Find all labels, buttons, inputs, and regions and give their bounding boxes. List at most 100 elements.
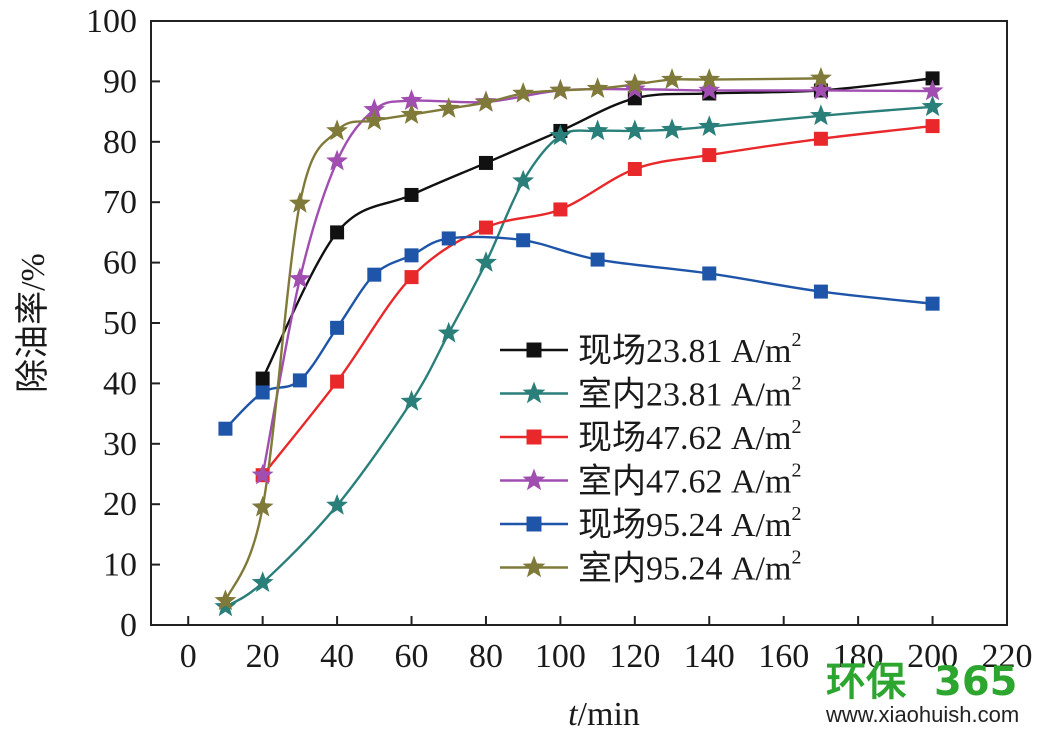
legend-label-4: 现场95.24 A/m2 bbox=[578, 503, 801, 544]
data-point-1-0 bbox=[214, 595, 237, 617]
data-point-3-9 bbox=[810, 79, 832, 100]
data-point-4-4 bbox=[367, 267, 382, 282]
data-point-4-8 bbox=[590, 252, 605, 267]
y-tick-label: 40 bbox=[103, 365, 137, 402]
data-point-0-3 bbox=[478, 155, 493, 170]
data-point-5-4 bbox=[363, 109, 386, 130]
data-point-3-0 bbox=[251, 463, 274, 485]
data-point-2-7 bbox=[813, 131, 828, 146]
y-tick-label: 80 bbox=[103, 124, 137, 161]
y-tick-label: 0 bbox=[120, 607, 137, 644]
data-point-3-1 bbox=[288, 267, 311, 289]
data-point-2-1 bbox=[330, 374, 345, 389]
legend-label-0: 现场23.81 A/m2 bbox=[578, 329, 801, 370]
data-point-4-10 bbox=[813, 284, 828, 299]
legend-marker-0 bbox=[526, 342, 542, 358]
watermark: 环保 365 www.xiaohuish.com bbox=[825, 659, 1019, 727]
data-point-4-6 bbox=[441, 231, 456, 246]
data-point-5-8 bbox=[512, 82, 535, 103]
data-point-1-13 bbox=[921, 95, 944, 117]
data-point-1-4 bbox=[437, 321, 460, 343]
legend-label-sup-4: 2 bbox=[791, 503, 801, 525]
legend-marker-3 bbox=[522, 468, 546, 491]
data-point-5-10 bbox=[586, 77, 609, 98]
series-line-3 bbox=[261, 87, 933, 476]
data-point-0-2 bbox=[404, 187, 419, 202]
data-point-1-3 bbox=[400, 390, 423, 411]
x-tick-label: 140 bbox=[684, 638, 735, 675]
x-axis-title-unit: /min bbox=[578, 696, 640, 732]
y-tick-label: 30 bbox=[103, 426, 137, 463]
data-point-1-2 bbox=[326, 493, 348, 515]
x-tick-label: 100 bbox=[535, 638, 586, 675]
legend-label-sup-0: 2 bbox=[791, 329, 801, 351]
y-axis-title: 除油率/% bbox=[14, 253, 52, 393]
data-point-4-1 bbox=[255, 385, 270, 400]
legend-label-3: 室内47.62 A/m2 bbox=[578, 460, 801, 501]
data-point-2-3 bbox=[478, 220, 493, 235]
data-point-1-6 bbox=[512, 169, 535, 191]
data-point-4-0 bbox=[218, 421, 233, 436]
data-point-1-7 bbox=[549, 124, 572, 146]
data-point-3-8 bbox=[698, 79, 721, 100]
legend-label-5: 室内95.24 A/m2 bbox=[578, 547, 801, 588]
x-tick-label: 20 bbox=[246, 638, 280, 675]
data-point-0-0 bbox=[255, 371, 270, 386]
x-tick-label: 80 bbox=[469, 638, 503, 675]
data-point-2-5 bbox=[627, 161, 642, 176]
legend-label-2: 现场47.62 A/m2 bbox=[578, 416, 801, 457]
data-point-5-9 bbox=[549, 79, 572, 100]
axis-tick-labels: 0 20 40 60 80 100 120 140 160 180 200 220 0 10 20 30 40 5… bbox=[86, 3, 1033, 675]
data-point-1-10 bbox=[661, 118, 683, 139]
data-point-5-11 bbox=[623, 72, 646, 94]
y-tick-label: 70 bbox=[103, 184, 137, 221]
x-tick-label: 40 bbox=[320, 638, 354, 675]
data-point-3-3 bbox=[363, 98, 386, 120]
data-point-5-0 bbox=[214, 589, 237, 611]
x-tick-label: 180 bbox=[833, 638, 884, 675]
legend-marker-5 bbox=[522, 555, 546, 578]
series-markers bbox=[214, 66, 944, 617]
data-point-5-14 bbox=[810, 66, 832, 88]
x-tick-label: 0 bbox=[180, 638, 197, 675]
data-point-0-1 bbox=[330, 225, 345, 240]
data-point-5-2 bbox=[288, 191, 311, 213]
legend-label-1: 室内23.81 A/m2 bbox=[578, 373, 801, 414]
x-tick-label: 200 bbox=[907, 638, 958, 675]
data-point-2-2 bbox=[404, 270, 419, 285]
data-point-4-3 bbox=[330, 320, 345, 335]
y-tick-label: 50 bbox=[103, 305, 137, 342]
series-line-5 bbox=[224, 77, 821, 602]
data-point-4-5 bbox=[404, 248, 419, 263]
data-point-1-8 bbox=[586, 119, 609, 141]
data-point-2-4 bbox=[553, 202, 568, 217]
data-point-3-4 bbox=[400, 89, 423, 110]
data-point-2-8 bbox=[925, 119, 940, 134]
x-tick-label: 160 bbox=[758, 638, 809, 675]
data-point-4-2 bbox=[292, 373, 307, 388]
legend-label-sup-3: 2 bbox=[791, 460, 801, 482]
data-point-5-1 bbox=[251, 495, 274, 517]
x-axis-title-var: t bbox=[568, 696, 579, 732]
y-tick-label: 90 bbox=[103, 63, 137, 100]
legend-label-sup-1: 2 bbox=[791, 373, 801, 395]
data-point-0-8 bbox=[925, 71, 940, 86]
x-tick-label: 120 bbox=[609, 638, 660, 675]
x-tick-label: 60 bbox=[395, 638, 429, 675]
y-tick-label: 10 bbox=[103, 547, 137, 584]
data-point-1-9 bbox=[623, 119, 646, 141]
data-point-5-13 bbox=[698, 68, 721, 89]
y-tick-label: 60 bbox=[103, 245, 137, 282]
watermark-logo-num: 365 bbox=[934, 659, 1018, 705]
legend-marker-1 bbox=[522, 381, 546, 404]
data-point-1-11 bbox=[698, 115, 721, 136]
data-point-1-12 bbox=[810, 104, 832, 126]
data-point-2-6 bbox=[702, 148, 717, 163]
data-point-5-7 bbox=[475, 91, 497, 112]
legend-marker-4 bbox=[526, 516, 542, 532]
data-point-3-10 bbox=[921, 79, 944, 101]
axis-ticks bbox=[151, 20, 1008, 626]
data-point-1-1 bbox=[251, 571, 274, 592]
